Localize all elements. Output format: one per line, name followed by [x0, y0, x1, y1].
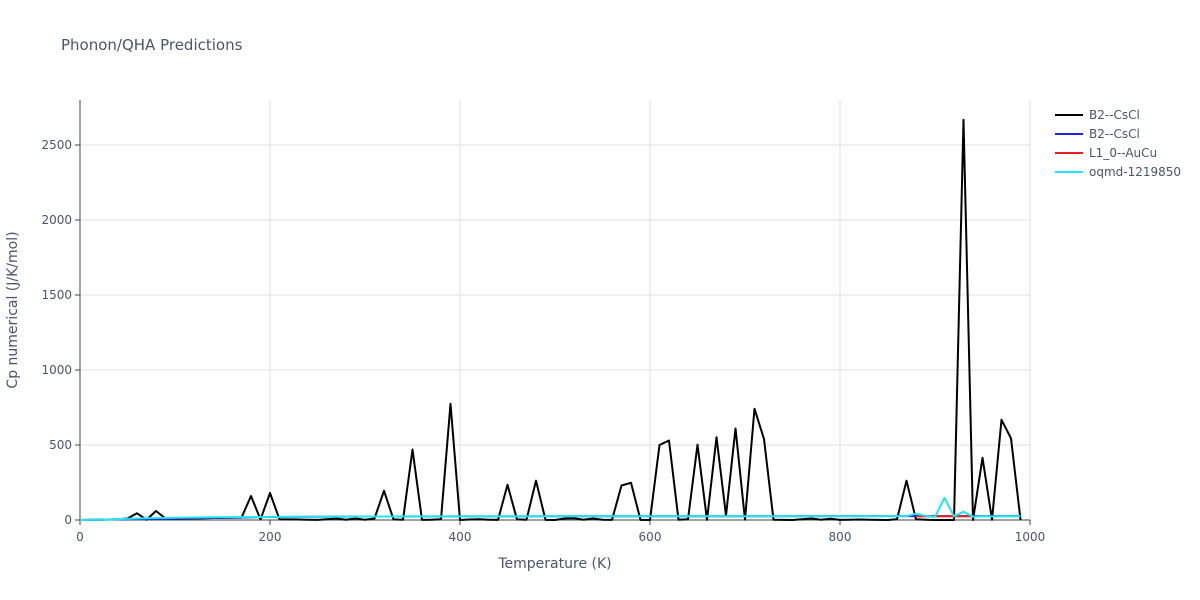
y-tick-label: 1000 — [41, 363, 72, 377]
x-tick-label: 400 — [449, 530, 472, 544]
y-tick-label: 2000 — [41, 213, 72, 227]
x-tick-label: 0 — [76, 530, 84, 544]
legend-label: B2--CsCl — [1089, 127, 1140, 141]
x-axis-title: Temperature (K) — [497, 556, 611, 572]
legend-item-3[interactable]: oqmd-1219850 — [1055, 165, 1181, 179]
legend-item-1[interactable]: B2--CsCl — [1055, 127, 1140, 141]
legend-item-0[interactable]: B2--CsCl — [1055, 108, 1140, 122]
legend-label: L1_0--AuCu — [1089, 146, 1157, 160]
series-line-0 — [79, 118, 1022, 521]
x-tick-label: 200 — [259, 530, 282, 544]
legend[interactable]: B2--CsCl B2--CsCl L1_0--AuCu oqmd-1219850 — [1055, 108, 1181, 179]
y-tick-label: 1500 — [41, 288, 72, 302]
y-tick-label: 500 — [49, 438, 72, 452]
tick-labels: 0 200 400 600 800 1000 0 500 1000 1500 2000 2500 — [41, 138, 1045, 544]
plot-area — [79, 118, 1022, 521]
x-tick-label: 1000 — [1015, 530, 1046, 544]
legend-label: B2--CsCl — [1089, 108, 1140, 122]
grid-lines — [80, 100, 1031, 520]
x-tick-label: 600 — [639, 530, 662, 544]
y-tick-label: 0 — [64, 513, 72, 527]
legend-item-2[interactable]: L1_0--AuCu — [1055, 146, 1157, 160]
y-axis-title: Cp numerical (J/K/mol) — [5, 231, 21, 388]
axes — [75, 100, 1031, 525]
series-line-3 — [79, 496, 1021, 521]
y-tick-label: 2500 — [41, 138, 72, 152]
x-tick-label: 800 — [829, 530, 852, 544]
legend-label: oqmd-1219850 — [1089, 165, 1181, 179]
chart-title: Phonon/QHA Predictions — [61, 36, 243, 54]
